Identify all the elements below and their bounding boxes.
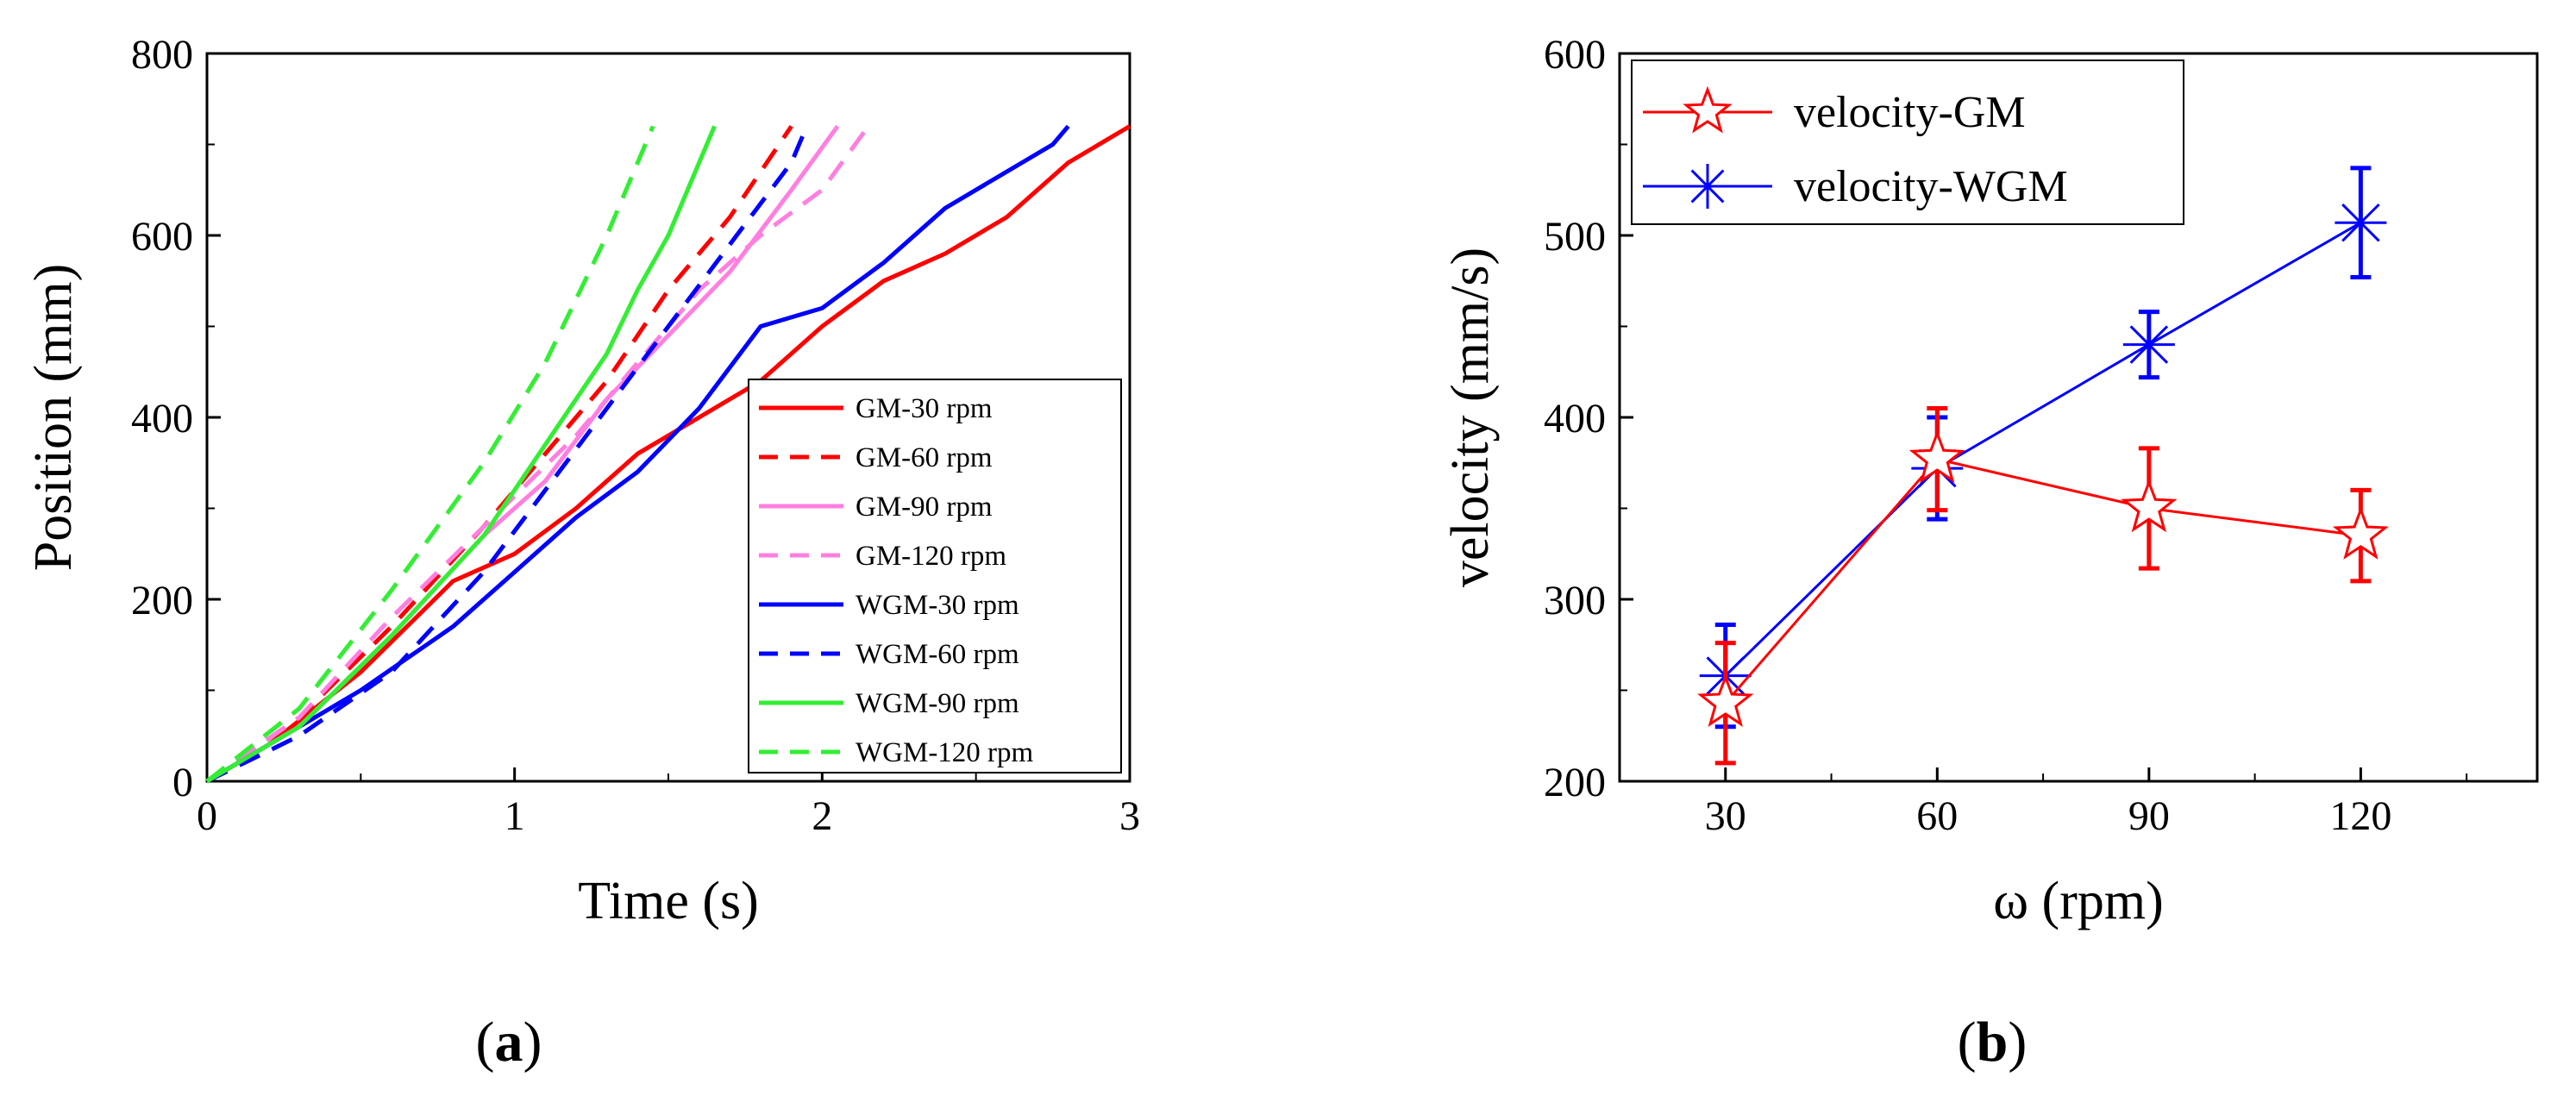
y-tick-label-b: 600 xyxy=(1544,32,1606,78)
y-axis-label-b: velocity (mm/s) xyxy=(1441,247,1500,587)
y-tick-label-b: 200 xyxy=(1544,760,1606,805)
y-tick-label-b: 300 xyxy=(1544,578,1606,623)
chart-b: 30 60 90 120 200 300 400 500 600 ω (rpm) velocit… xyxy=(1441,32,2539,930)
y-tick-label-a: 200 xyxy=(131,578,193,623)
star-marker xyxy=(2332,505,2389,560)
panel-label-a: (a) xyxy=(476,1011,542,1074)
y-tick-label-a: 0 xyxy=(172,760,193,805)
legend-label-a: WGM-90 rpm xyxy=(856,688,1019,719)
legend-label-a: GM-60 rpm xyxy=(856,442,993,473)
x-axis-label-b: ω (rpm) xyxy=(1993,872,2163,930)
star-marker xyxy=(1908,429,1965,484)
legend-label-b: velocity-WGM xyxy=(1794,162,2068,211)
legend-label-b: velocity-GM xyxy=(1794,88,2026,137)
y-tick-label-a: 600 xyxy=(131,214,193,260)
x-tick-label-b: 90 xyxy=(2128,793,2170,839)
x-tick-label-b: 120 xyxy=(2329,793,2391,839)
y-tick-label-b: 500 xyxy=(1544,214,1606,260)
series-velocity-gm xyxy=(1697,405,2389,766)
legend-label-a: GM-90 rpm xyxy=(856,492,993,523)
legend-label-a: WGM-60 rpm xyxy=(856,639,1019,670)
series-velocity-wgm xyxy=(1699,166,2387,730)
legend-label-a: GM-120 rpm xyxy=(856,541,1006,572)
legend-label-a: WGM-120 rpm xyxy=(856,737,1034,768)
asterisk-marker xyxy=(1685,164,1730,209)
chart-a: 0 1 2 3 0 200 400 600 800 Time (s) Position (mm)… xyxy=(24,32,1140,930)
legend-box-a xyxy=(748,379,1122,773)
y-tick-label-b: 400 xyxy=(1544,396,1606,442)
asterisk-marker xyxy=(2335,197,2387,249)
series-line xyxy=(1724,221,2362,677)
y-axis-label-a: Position (mm) xyxy=(24,264,83,572)
x-tick-label-b: 60 xyxy=(1916,793,1958,839)
x-tick-label-a: 3 xyxy=(1119,793,1140,839)
series-line-wgm-120-rpm xyxy=(205,125,655,783)
series-line-wgm-60-rpm xyxy=(205,125,809,784)
series-line-gm-90-rpm xyxy=(205,124,840,784)
panel-label-b: (b) xyxy=(1958,1011,2028,1074)
y-tick-label-a: 400 xyxy=(131,396,193,442)
y-tick-label-a: 800 xyxy=(131,32,193,78)
legend-b: velocity-GM velocity-WGM xyxy=(1631,59,2184,225)
series-line-wgm-30-rpm xyxy=(205,124,1070,784)
series-line-gm-120-rpm xyxy=(205,124,870,784)
asterisk-marker xyxy=(2122,318,2175,371)
series-line-gm-60-rpm xyxy=(205,124,793,784)
series-line-gm-30-rpm xyxy=(205,124,1131,784)
series-line-wgm-90-rpm xyxy=(205,125,717,784)
x-tick-label-a: 0 xyxy=(197,793,217,839)
x-tick-label-a: 2 xyxy=(812,793,832,839)
legend-a: GM-30 rpm GM-60 rpm GM-90 rpm GM-120 rpm WGM… xyxy=(748,379,1122,773)
series-line xyxy=(1724,457,2361,705)
x-tick-label-a: 1 xyxy=(505,793,525,839)
star-marker xyxy=(2121,479,2178,533)
legend-label-a: WGM-30 rpm xyxy=(856,590,1019,621)
x-tick-label-b: 30 xyxy=(1705,793,1746,839)
x-axis-label-a: Time (s) xyxy=(578,872,759,930)
legend-box-b xyxy=(1631,59,2184,225)
star-marker xyxy=(1697,673,1754,727)
star-marker xyxy=(1683,85,1733,134)
legend-label-a: GM-30 rpm xyxy=(856,393,993,424)
